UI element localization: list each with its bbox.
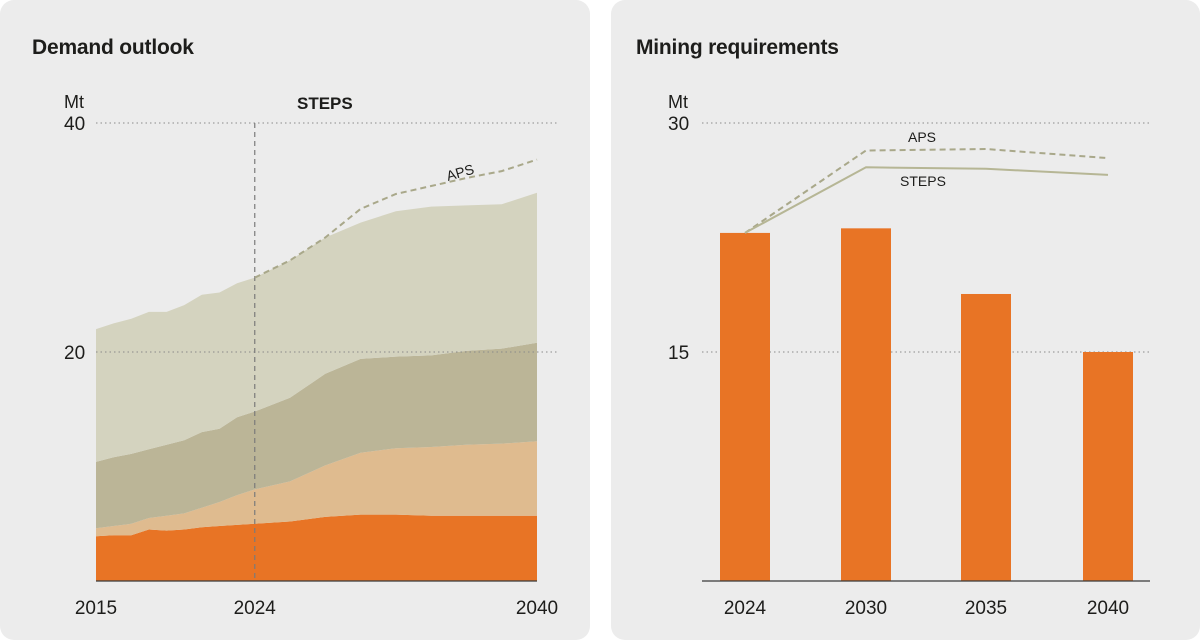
x-tick-label-2030: 2030 xyxy=(845,598,887,619)
aps-line-label: APS xyxy=(908,129,936,145)
x-tick-label-2040: 2040 xyxy=(516,598,558,619)
demand-area-layer-3 xyxy=(96,342,537,529)
y-tick-label-20: 20 xyxy=(64,343,85,364)
y-tick-label-15: 15 xyxy=(668,343,689,364)
bar-2040 xyxy=(1083,352,1133,581)
steps-line-label: STEPS xyxy=(900,173,946,189)
bar-2035 xyxy=(961,293,1011,581)
bar-2024 xyxy=(720,232,770,582)
y-axis-unit-label: Mt xyxy=(64,92,84,112)
x-tick-label-2015: 2015 xyxy=(75,598,117,619)
demand-outlook-title: Demand outlook xyxy=(32,36,194,59)
steps-scenario-label: STEPS xyxy=(297,94,353,113)
bar-2030 xyxy=(841,228,891,581)
y-tick-label-30: 30 xyxy=(668,114,689,135)
x-tick-label-2035: 2035 xyxy=(965,598,1007,619)
aps-line-label: APS xyxy=(444,161,475,184)
mining-requirements-title: Mining requirements xyxy=(636,36,839,59)
aps-projection-line xyxy=(254,158,538,279)
y-axis-unit-label: Mt xyxy=(668,92,688,112)
demand-area-layer-2 xyxy=(96,441,537,537)
aps-line xyxy=(744,147,1109,234)
steps-line xyxy=(744,166,1109,234)
y-tick-label-40: 40 xyxy=(64,114,85,135)
x-tick-label-2024: 2024 xyxy=(234,598,277,619)
x-tick-label-2040: 2040 xyxy=(1087,598,1129,619)
demand-area-layer-4 xyxy=(96,192,537,462)
x-tick-label-2024: 2024 xyxy=(724,598,767,619)
demand-area-layer-1 xyxy=(96,514,537,581)
